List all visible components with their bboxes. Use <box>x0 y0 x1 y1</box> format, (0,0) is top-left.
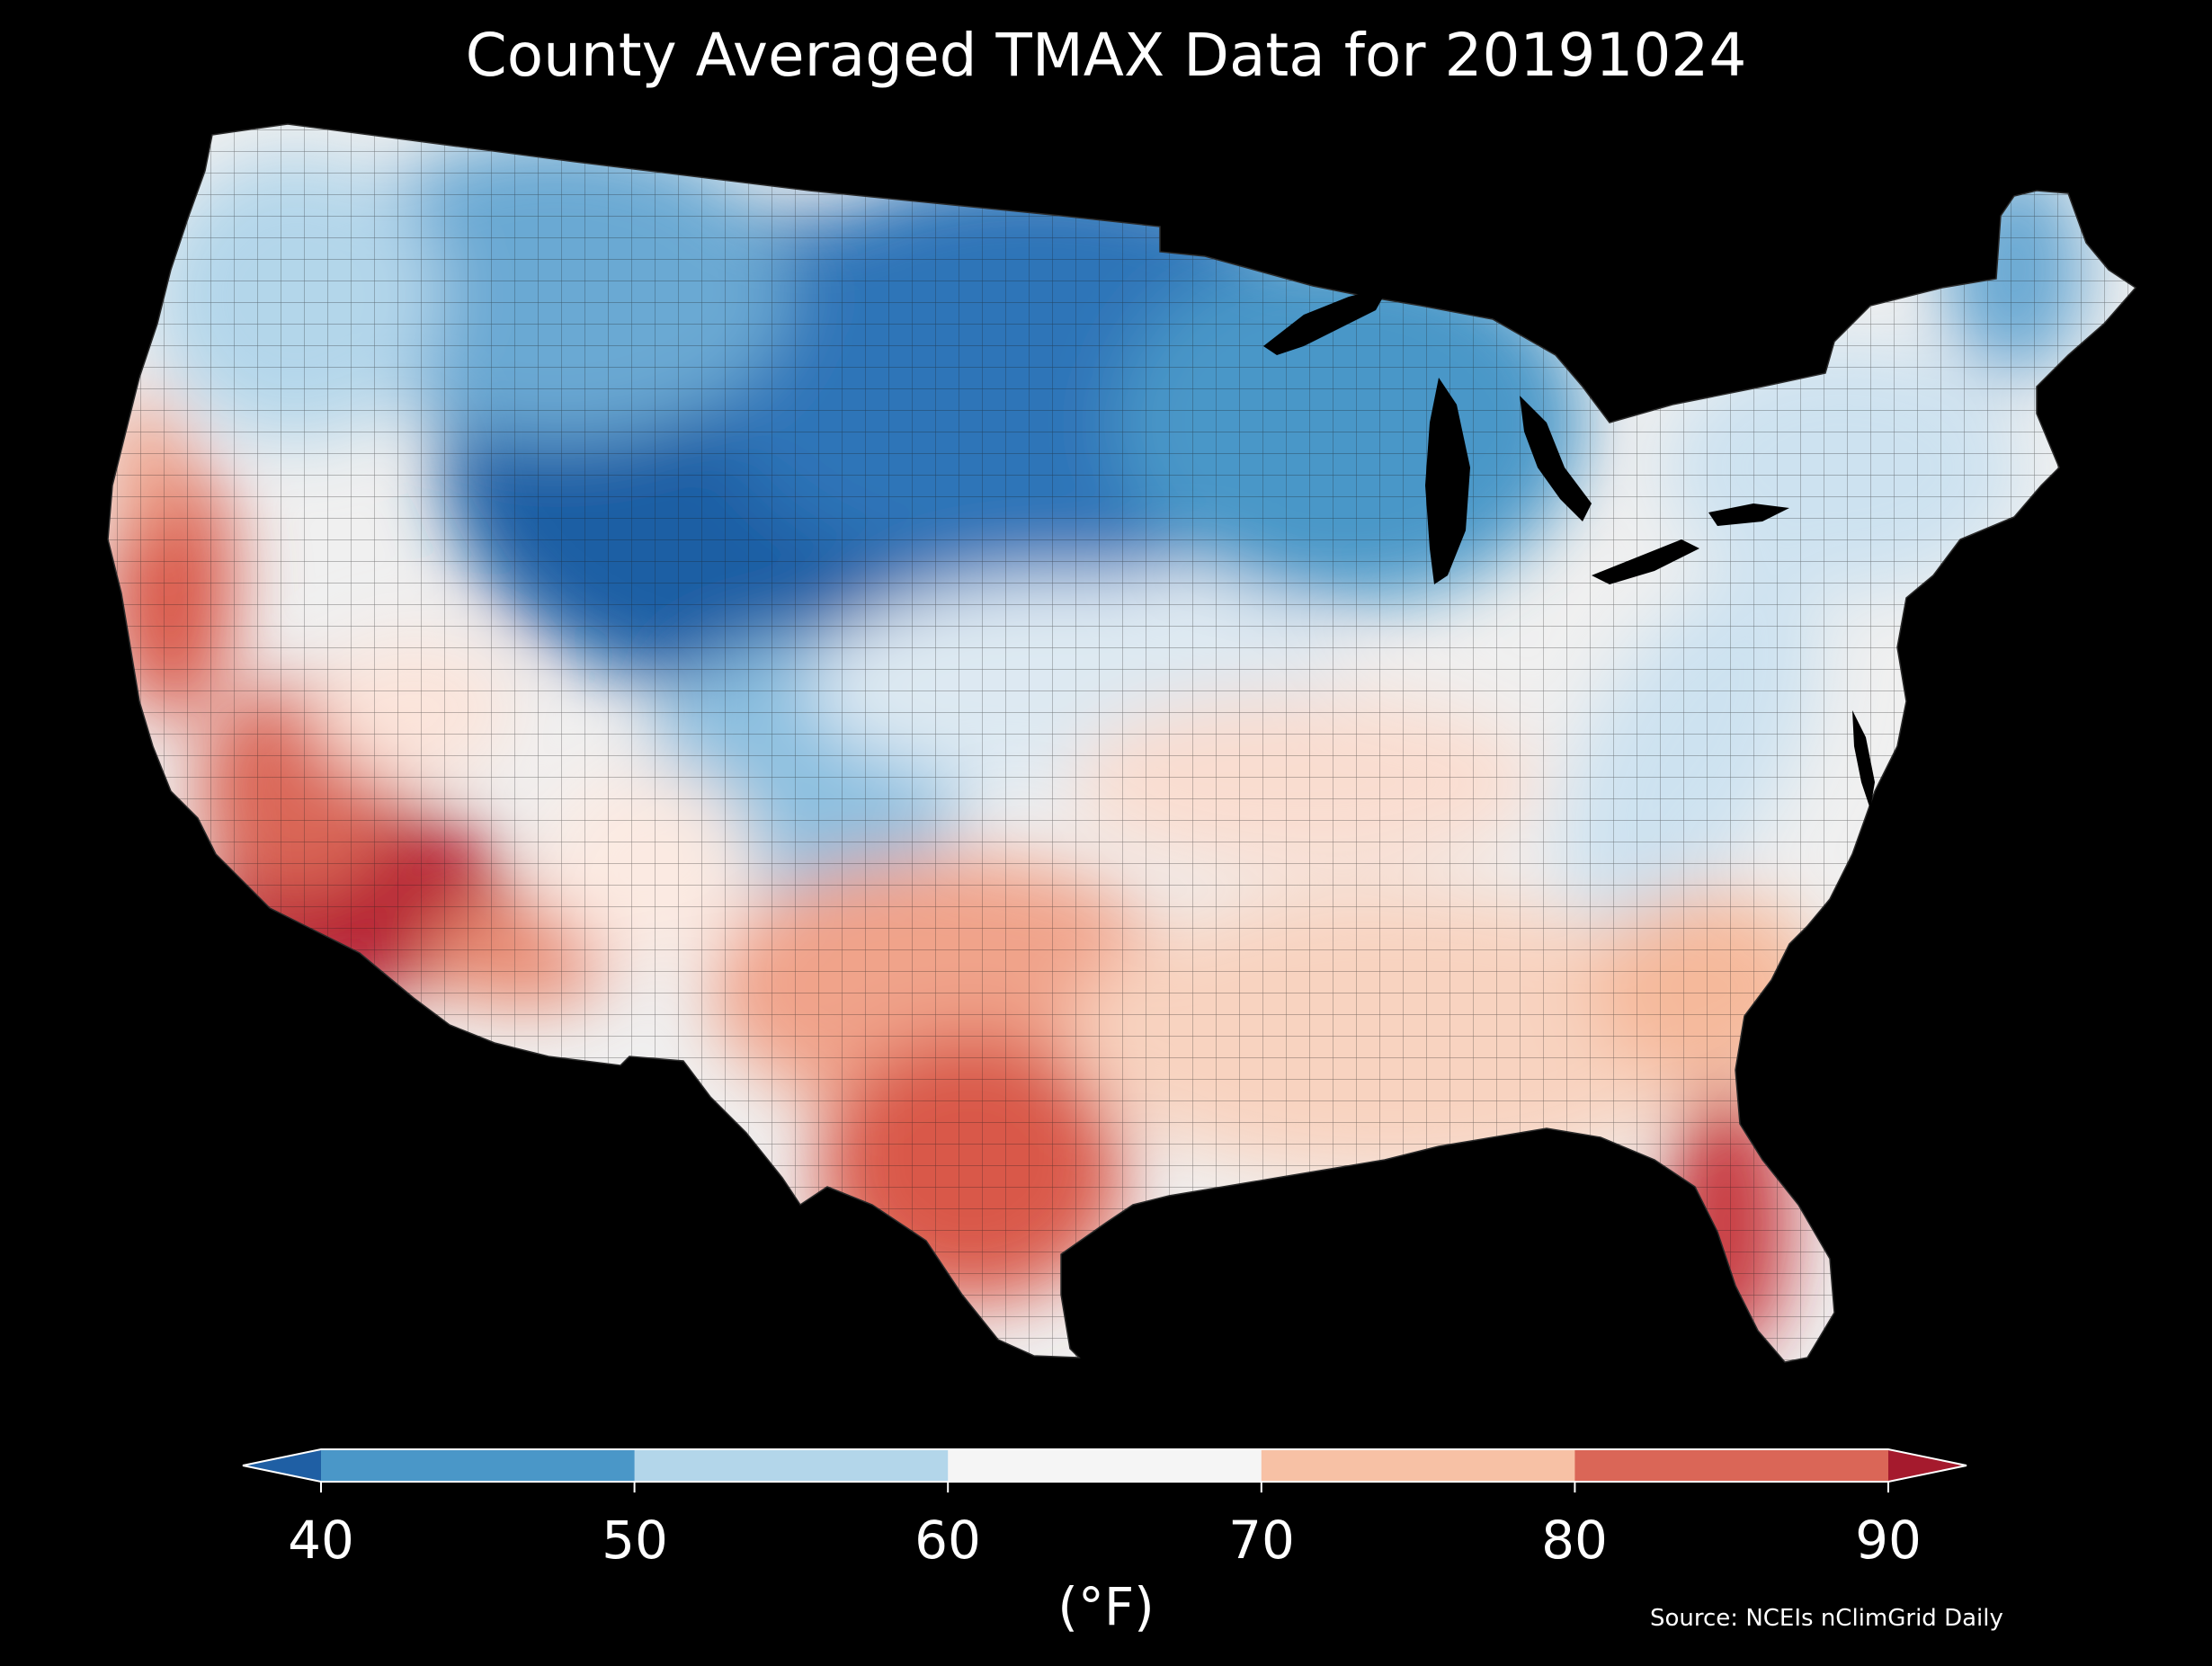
lake-superior <box>1263 286 1389 355</box>
colorbar-tick-label: 60 <box>914 1510 981 1571</box>
colorbar-bin <box>948 1449 1262 1482</box>
map-title: County Averaged TMAX Data for 20191024 <box>465 21 1747 90</box>
lake-michigan <box>1425 378 1470 584</box>
lake-erie <box>1592 539 1699 584</box>
colorbar-bin <box>1574 1449 1889 1482</box>
colorbar-extend-high <box>1888 1449 1967 1482</box>
colorbar-tick-label: 40 <box>288 1510 354 1571</box>
colorbar-tick-label: 90 <box>1855 1510 1922 1571</box>
colorbar-tick-label: 70 <box>1228 1510 1295 1571</box>
chesapeake-bay <box>1852 710 1875 809</box>
colorbar-tick-label: 80 <box>1541 1510 1608 1571</box>
colorbar-bin <box>634 1449 949 1482</box>
colorbar-tick-label: 50 <box>602 1510 668 1571</box>
colorbar-bin <box>321 1449 636 1482</box>
colorbar-units-label: (°F) <box>1057 1576 1155 1637</box>
colorbar-bin <box>1261 1449 1575 1482</box>
source-credit: Source: NCEIs nClimGrid Daily <box>1650 1605 2003 1632</box>
colorbar-extend-low <box>243 1449 321 1482</box>
great-lakes <box>1263 286 1789 584</box>
lake-ontario <box>1708 503 1789 526</box>
lake-huron <box>1520 396 1592 521</box>
